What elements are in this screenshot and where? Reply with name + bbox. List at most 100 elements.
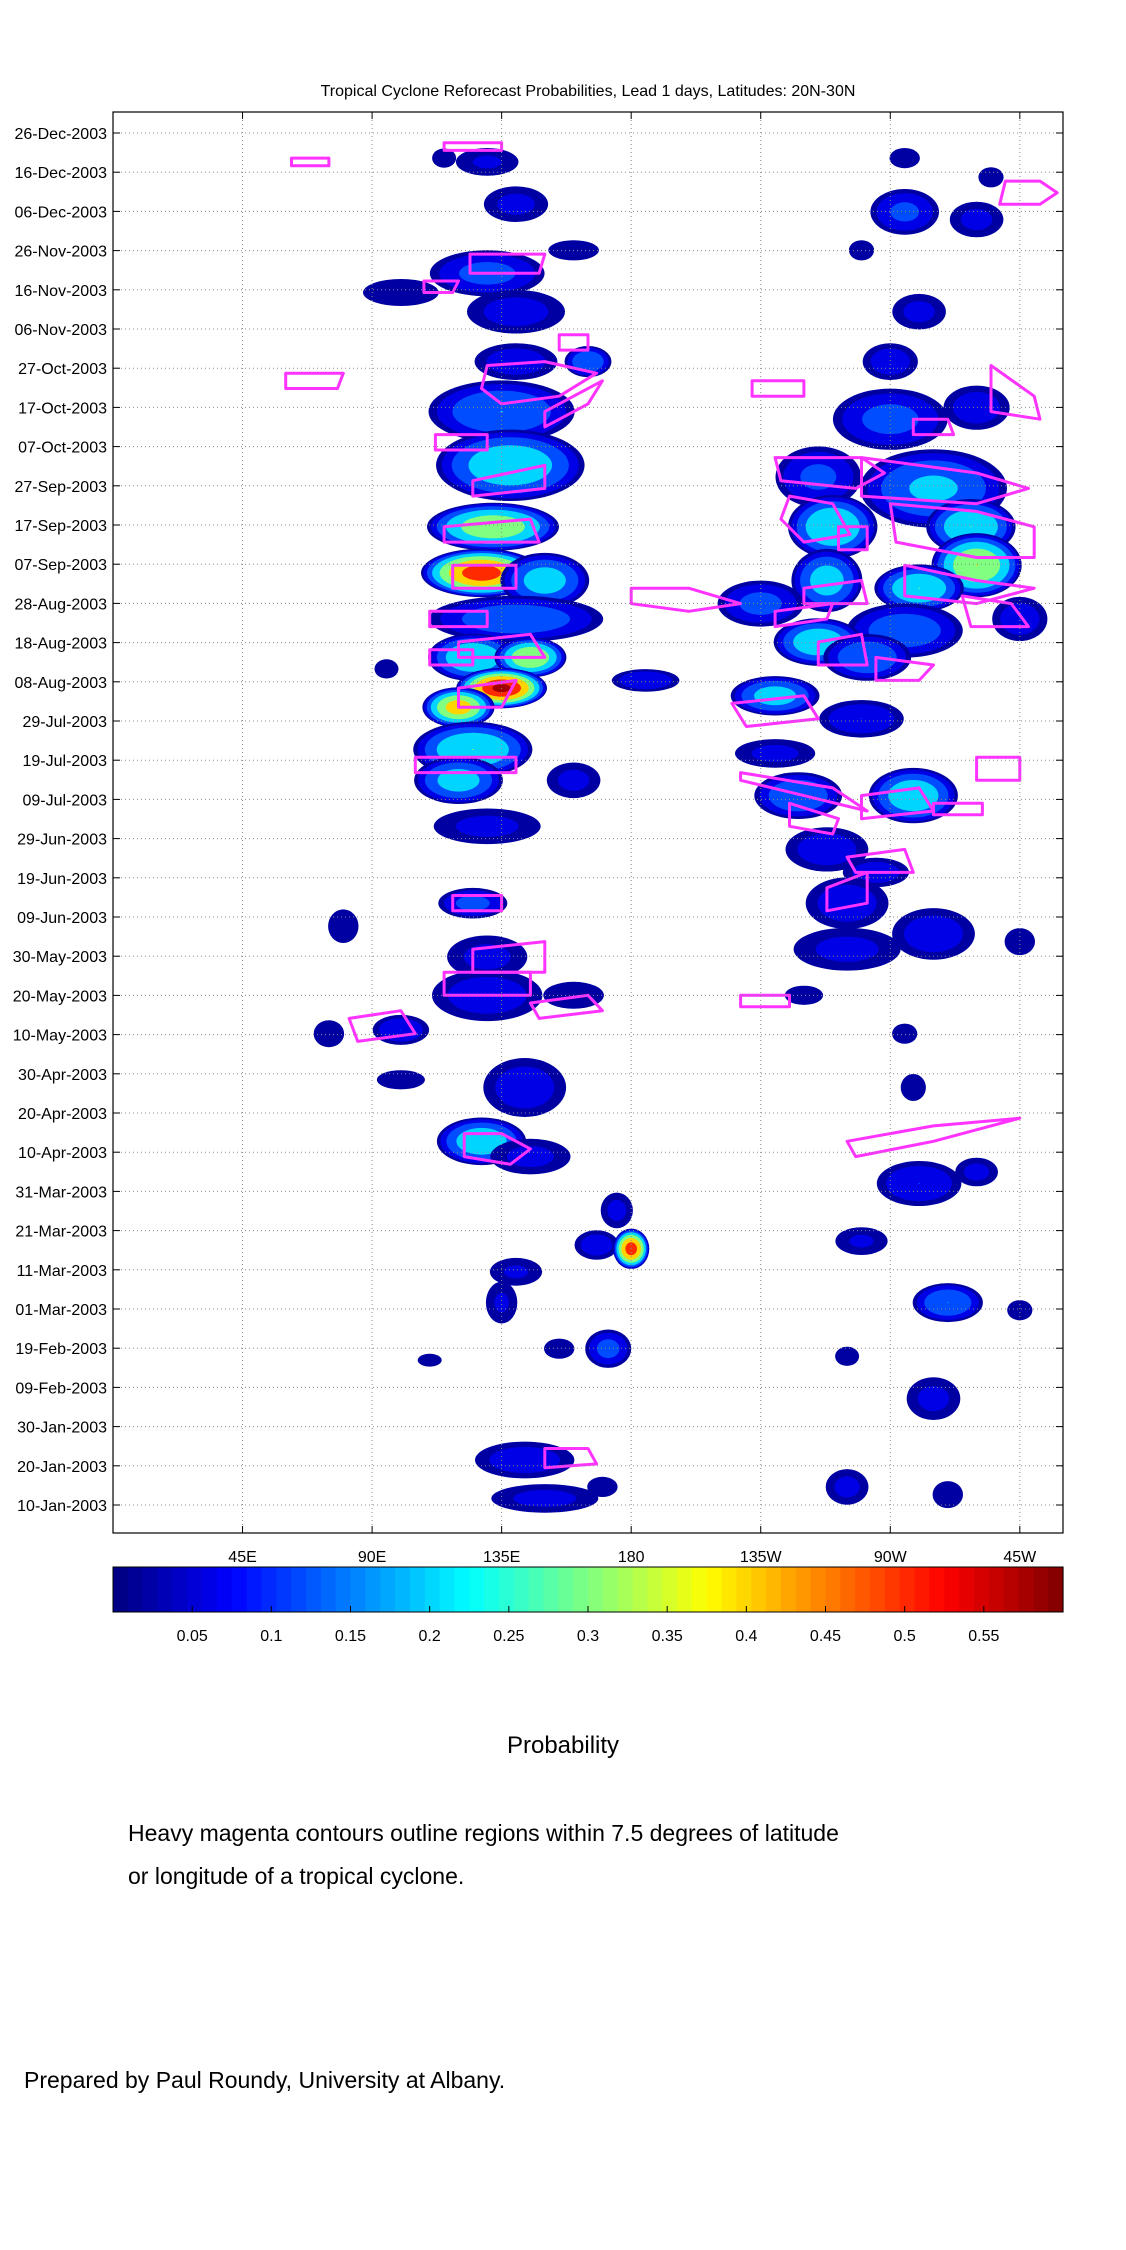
x-tick-label: 135E: [483, 1549, 520, 1566]
probability-blob: [730, 676, 820, 716]
probability-level: [494, 1293, 509, 1313]
probability-blob: [414, 756, 503, 804]
probability-level: [500, 411, 503, 413]
probability-level: [849, 1234, 874, 1248]
cyclone-contour: [543, 379, 604, 429]
y-tick-label: 30-May-2003: [13, 949, 107, 966]
probability-level: [975, 564, 978, 566]
y-tick-label: 16-Nov-2003: [15, 283, 108, 300]
cyclone-contour: [960, 594, 1030, 629]
probability-blob: [490, 1138, 571, 1175]
x-tick-label: 90E: [358, 1549, 386, 1566]
colorbar-tick-label: 0.45: [810, 1628, 841, 1645]
probability-blob: [819, 700, 904, 738]
cyclone-contour: [462, 1132, 532, 1166]
colorbar-segment: [276, 1567, 292, 1612]
colorbar-tick-label: 0.4: [735, 1628, 757, 1645]
colorbar-segment: [721, 1567, 738, 1612]
probability-level: [417, 1353, 442, 1367]
cyclone-contour: [422, 279, 460, 294]
x-tick-label: 180: [618, 1549, 645, 1566]
cyclone-contour: [413, 755, 518, 775]
colorbar-segment: [216, 1567, 233, 1612]
y-tick-label: 19-Jul-2003: [23, 753, 108, 770]
probability-blob: [432, 148, 457, 168]
y-tick-label: 30-Jan-2003: [17, 1420, 107, 1437]
grid-lines: [113, 112, 1063, 1533]
colorbar-segment: [543, 1567, 559, 1612]
cyclone-contour: [543, 1447, 599, 1470]
colorbar-segment: [187, 1567, 203, 1612]
x-tick-label: 45W: [1003, 1549, 1037, 1566]
probability-level: [860, 718, 863, 720]
x-axis: 45E 90E 135E 180 135W 90W 45W: [228, 112, 1037, 1566]
probability-level: [964, 1163, 990, 1181]
colorbar-segment: [528, 1567, 545, 1612]
probability-level: [461, 604, 571, 634]
probability-blob: [892, 293, 946, 330]
colorbar-segment: [424, 1567, 441, 1612]
probability-blob: [372, 1014, 430, 1045]
cyclone-contour: [284, 371, 345, 390]
colorbar-segment: [1018, 1567, 1034, 1612]
y-tick-label: 28-Aug-2003: [14, 596, 107, 613]
cyclone-contour: [750, 379, 806, 398]
probability-blob: [483, 1058, 567, 1117]
colorbar-segment: [944, 1567, 960, 1612]
probability-level: [468, 445, 553, 486]
probability-level: [751, 745, 799, 762]
probability-level: [834, 1476, 860, 1498]
colorbar-segment: [261, 1567, 277, 1612]
probability-level: [960, 209, 993, 230]
y-tick-label: 20-May-2003: [13, 988, 107, 1005]
probability-blob: [932, 1481, 963, 1509]
probability-blob: [483, 186, 549, 222]
probability-blob: [978, 167, 1004, 188]
colorbar-tick-label: 0.15: [335, 1628, 366, 1645]
probability-blob: [912, 1283, 983, 1323]
colorbar-segment: [810, 1567, 827, 1612]
cyclone-contour: [433, 433, 489, 452]
probability-level: [471, 749, 474, 750]
colorbar-segment: [246, 1567, 263, 1612]
colorbar-segment: [795, 1567, 812, 1612]
probability-level: [376, 1070, 425, 1090]
probability-level: [587, 361, 589, 362]
colorbar-segment: [513, 1567, 530, 1612]
probability-blob: [870, 189, 939, 235]
probability-level: [1019, 941, 1021, 942]
probability-blob: [892, 908, 975, 960]
colorbar-segment: [439, 1567, 455, 1612]
colorbar-segment: [959, 1567, 975, 1612]
probability-level: [328, 1033, 330, 1034]
colorbar-segment: [305, 1567, 322, 1612]
cyclone-contours: [284, 141, 1059, 1470]
probability-blob: [313, 1020, 345, 1048]
credit-line: Prepared by Paul Roundy, University at A…: [24, 2067, 506, 2093]
probability-level: [557, 769, 590, 791]
probability-blob: [491, 1484, 599, 1513]
y-tick-label: 18-Aug-2003: [14, 636, 107, 653]
colorbar-segment: [766, 1567, 782, 1612]
colorbar-tick-label: 0.1: [260, 1628, 282, 1645]
probability-level: [831, 526, 834, 528]
colorbar-segment: [202, 1567, 218, 1612]
cyclone-contour: [845, 847, 915, 874]
cyclone-contour: [874, 655, 935, 682]
x-tick-label: 90W: [874, 1549, 908, 1566]
cyclone-contour: [730, 694, 820, 728]
probability-level: [513, 1490, 577, 1507]
y-tick-label: 10-Apr-2003: [18, 1145, 107, 1162]
y-tick-label: 26-Dec-2003: [15, 126, 108, 143]
probability-level: [970, 526, 972, 528]
contour-note-line2: or longitude of a tropical cyclone.: [128, 1863, 465, 1889]
cyclone-contour: [911, 417, 956, 437]
cyclone-contour: [845, 1116, 1022, 1159]
colorbar-segment: [335, 1567, 352, 1612]
colorbar-segment: [973, 1567, 990, 1612]
probability-level: [506, 1146, 554, 1168]
probability-blob: [1004, 928, 1035, 956]
colorbar-label: Probability: [506, 1732, 620, 1759]
cyclone-contour: [528, 993, 604, 1020]
cyclone-contour: [347, 1009, 417, 1043]
